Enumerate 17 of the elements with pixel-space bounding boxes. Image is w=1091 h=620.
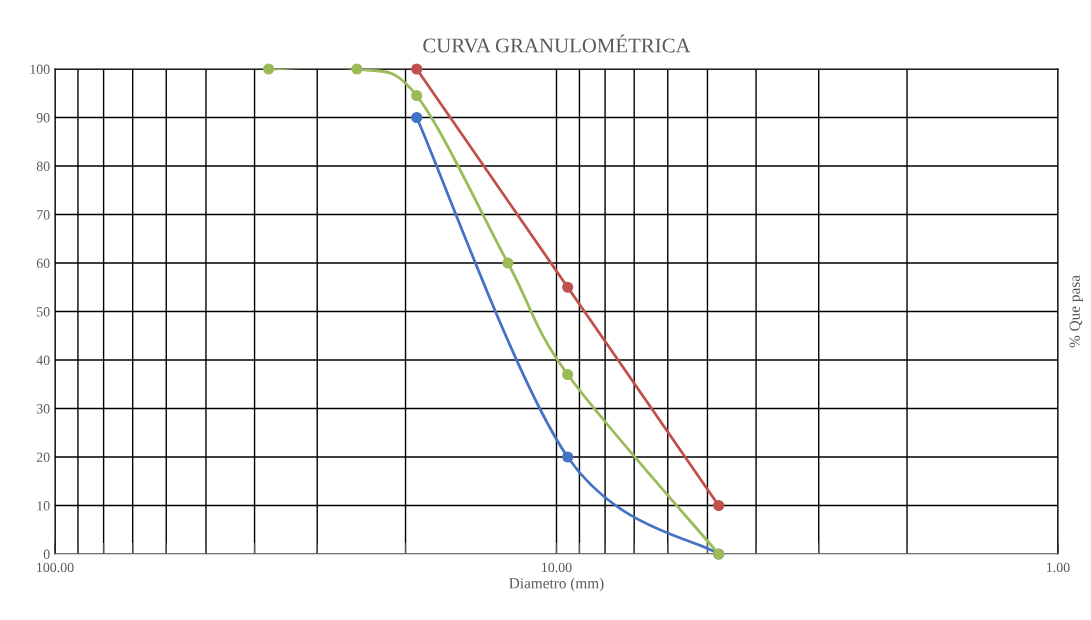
y-tick-label: 30 [36, 404, 50, 414]
y-axis-title: % Que pasa [1069, 275, 1083, 348]
x-tick-label: 1.00 [1047, 562, 1070, 573]
y-tick-label: 20 [36, 452, 50, 462]
x-tick-label: 10.00 [542, 562, 572, 573]
y-tick-label: 50 [37, 307, 50, 317]
y-tick-label: 10 [37, 501, 50, 511]
chart-title: CURVA GRANULOMÉTRICA [423, 34, 691, 53]
y-tick-label: 40 [36, 355, 50, 365]
y-tick-label: 100 [30, 64, 50, 74]
y-tick-label: 90 [36, 113, 50, 123]
y-tick-label: 80 [36, 161, 50, 171]
x-axis-title: Diametro (mm) [509, 577, 604, 592]
y-tick-label: 60 [36, 258, 50, 268]
y-tick-label: 70 [37, 210, 50, 220]
x-tick-label: 100.00 [37, 562, 74, 573]
y-tick-label: 0 [43, 549, 50, 559]
